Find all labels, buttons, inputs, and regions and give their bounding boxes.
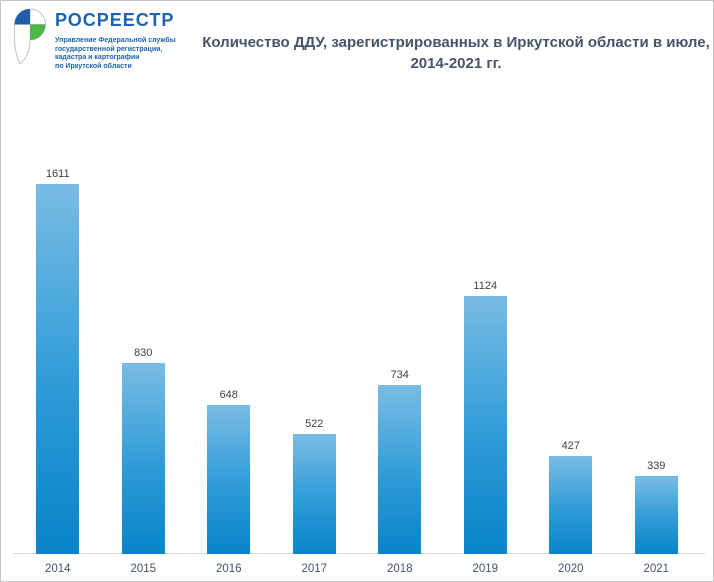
chart-title: Количество ДДУ, зарегистрированных в Ирк…: [196, 32, 713, 74]
bar-value-label: 734: [390, 369, 409, 381]
logo-subtitle-line: кадастра и картографии: [55, 54, 140, 62]
bar-value-label: 830: [134, 347, 153, 359]
logo-subtitle-line: государственной регистрации,: [55, 45, 163, 53]
x-tick-label: 2014: [44, 563, 71, 575]
bar-group: 522 2017: [272, 161, 358, 575]
logo-subtitle: Управление Федеральной службы государств…: [55, 37, 176, 71]
bar-group: 734 2018: [357, 161, 443, 575]
x-axis-line: [13, 553, 705, 554]
rosreestr-logo-icon: [14, 8, 46, 65]
bar-group: 1611 2014: [15, 161, 101, 575]
bar-group: 339 2021: [614, 161, 700, 575]
bar-group: 648 2016: [186, 161, 272, 575]
chart-title-line: 2014-2021 гг.: [410, 55, 502, 72]
bar-2018: [378, 385, 422, 554]
chart-title-line: Количество ДДУ, зарегистрированных в Ирк…: [202, 34, 710, 51]
bar-2016: [207, 405, 251, 554]
bar-value-label: 339: [647, 460, 666, 472]
bar-value-label: 1124: [473, 280, 498, 292]
bar-2014: [36, 184, 80, 554]
x-tick-label: 2021: [643, 563, 670, 575]
bar-value-label: 427: [561, 440, 580, 452]
plot-area: 1611 2014 830 2015 648 2016 522 2017 734 2018 1124…: [13, 161, 705, 575]
x-tick-label: 2020: [557, 563, 584, 575]
x-tick-label: 2016: [215, 563, 242, 575]
logo-subtitle-line: Управление Федеральной службы: [55, 37, 176, 44]
bar-2017: [292, 434, 336, 554]
x-tick-label: 2019: [472, 563, 499, 575]
x-tick-label: 2018: [386, 563, 413, 575]
x-tick-label: 2017: [301, 563, 328, 575]
logo-wordmark: РОСРЕЕСТР: [55, 10, 175, 30]
bar-value-label: 522: [305, 418, 324, 430]
bar-2019: [463, 296, 507, 554]
bar-group: 1124 2019: [443, 161, 529, 575]
bar-group: 830 2015: [101, 161, 187, 575]
x-tick-label: 2015: [130, 563, 157, 575]
bar-value-label: 1611: [45, 168, 70, 180]
bar-2021: [634, 476, 678, 554]
bar-2020: [549, 456, 593, 554]
bar-2015: [121, 363, 165, 554]
logo-subtitle-line: по Иркутской области: [55, 62, 132, 70]
logo-text: РОСРЕЕСТР Управление Федеральной службы …: [55, 8, 176, 71]
bar-value-label: 648: [219, 389, 238, 401]
bar-group: 427 2020: [528, 161, 614, 575]
rosreestr-logo: РОСРЕЕСТР Управление Федеральной службы …: [11, 8, 176, 71]
